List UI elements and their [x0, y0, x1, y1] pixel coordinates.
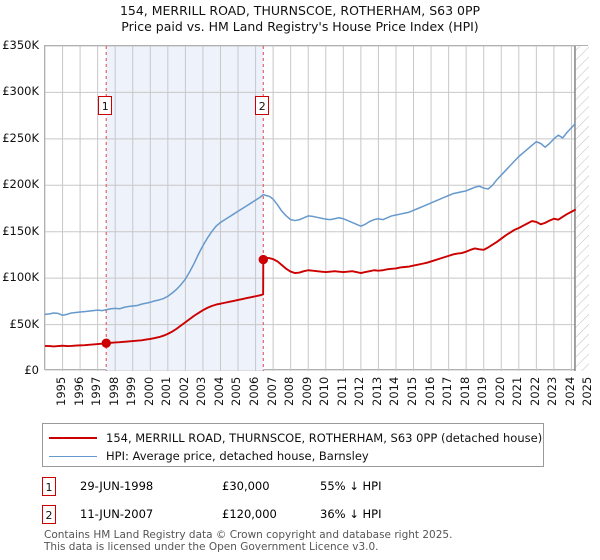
legend-label-0: 154, MERRILL ROAD, THURNSCOE, ROTHERHAM,…: [106, 431, 543, 445]
transaction-date: 29-JUN-1998: [80, 479, 154, 493]
x-tick-label: 2022: [527, 376, 542, 406]
chart-callout-2[interactable]: 2: [255, 96, 270, 115]
x-tick-label: 2021: [510, 376, 525, 406]
transaction-hpi-delta: 55% ↓ HPI: [320, 479, 382, 493]
legend-item-0: 154, MERRILL ROAD, THURNSCOE, ROTHERHAM,…: [49, 429, 542, 447]
x-tick-label: 2001: [159, 376, 174, 406]
chart-plot-area: [44, 45, 589, 371]
legend-label-1: HPI: Average price, detached house, Barn…: [106, 449, 369, 463]
transaction-points: [101, 254, 269, 348]
title-line-2: Price paid vs. HM Land Registry's House …: [121, 19, 479, 34]
footer-line-1: Contains HM Land Registry data © Crown c…: [44, 529, 453, 541]
transaction-hpi-delta: 36% ↓ HPI: [320, 507, 382, 521]
x-tick-label: 1999: [124, 376, 139, 406]
y-tick-label: £100K: [2, 270, 39, 285]
chart-legend: 154, MERRILL ROAD, THURNSCOE, ROTHERHAM,…: [42, 423, 544, 467]
transaction-date: 11-JUN-2007: [80, 507, 154, 521]
series-line-1: [45, 123, 576, 317]
y-tick-label: £0: [24, 363, 39, 377]
y-axis-labels: £0 £50K £100K £150K £200K £250K £300K £350K: [0, 38, 42, 377]
data-series: [45, 123, 576, 348]
x-tick-label: 1997: [89, 376, 104, 406]
transaction-badge-2: 2: [42, 505, 56, 524]
x-tick-label: 2018: [457, 376, 472, 406]
x-tick-label: 2016: [422, 376, 437, 406]
x-tick-label: 2020: [492, 376, 507, 406]
x-tick-label: 2015: [404, 376, 419, 406]
x-tick-label: 2000: [141, 376, 156, 406]
x-tick-label: 2010: [317, 376, 332, 406]
x-tick-label: 2023: [545, 376, 560, 406]
x-tick-label: 2003: [194, 376, 209, 406]
grid-lines: [45, 46, 589, 371]
legend-item-1: HPI: Average price, detached house, Barn…: [49, 447, 369, 465]
hatched-future-span: [574, 46, 589, 371]
x-tick-label: 1998: [106, 376, 121, 406]
x-tick-label: 2009: [299, 376, 314, 406]
x-tick-label: 2024: [562, 376, 577, 406]
y-tick-label: £300K: [2, 84, 39, 99]
legend-swatch-1: [49, 455, 97, 457]
x-tick-label: 2008: [282, 376, 297, 406]
chart-callout-1[interactable]: 1: [98, 96, 113, 115]
x-tick-label: 1996: [71, 376, 86, 406]
title-line-1: 154, MERRILL ROAD, THURNSCOE, ROTHERHAM,…: [119, 3, 481, 18]
legend-swatch-0: [49, 437, 97, 439]
transaction-price: £120,000: [222, 507, 277, 521]
x-axis-labels: 1995 1996 1997 1998 1999 2000 2001 2002 2003 2004…: [44, 372, 600, 408]
x-tick-label: 1995: [54, 376, 68, 406]
transaction-badge-1: 1: [42, 477, 56, 496]
footer-attribution: Contains HM Land Registry data © Crown c…: [44, 529, 584, 553]
footer-line-2: This data is licensed under the Open Gov…: [44, 541, 379, 553]
transaction-point-1[interactable]: [101, 338, 111, 348]
x-tick-label: 2014: [387, 376, 402, 406]
x-tick-label: 2005: [229, 376, 244, 406]
x-tick-label: 2006: [247, 376, 262, 406]
x-tick-label: 2007: [264, 376, 279, 406]
chart-svg: [45, 46, 589, 371]
x-tick-label: 2025: [580, 376, 595, 406]
x-tick-label: 2019: [475, 376, 490, 406]
y-tick-label: £200K: [2, 177, 39, 192]
x-tick-label: 2004: [211, 376, 226, 406]
x-tick-label: 2013: [369, 376, 384, 406]
y-tick-label: £250K: [2, 130, 39, 145]
x-tick-label: 2011: [334, 376, 349, 406]
y-tick-label: £350K: [2, 38, 39, 52]
series-line-0: [45, 208, 576, 348]
page-title: 154, MERRILL ROAD, THURNSCOE, ROTHERHAM,…: [0, 3, 600, 35]
transaction-price: £30,000: [222, 479, 270, 493]
x-tick-label: 2002: [176, 376, 191, 406]
y-tick-label: £50K: [9, 316, 40, 331]
transaction-point-2[interactable]: [258, 254, 269, 265]
x-tick-label: 2017: [440, 376, 455, 406]
x-tick-label: 2012: [352, 376, 367, 406]
y-tick-label: £150K: [2, 223, 39, 238]
